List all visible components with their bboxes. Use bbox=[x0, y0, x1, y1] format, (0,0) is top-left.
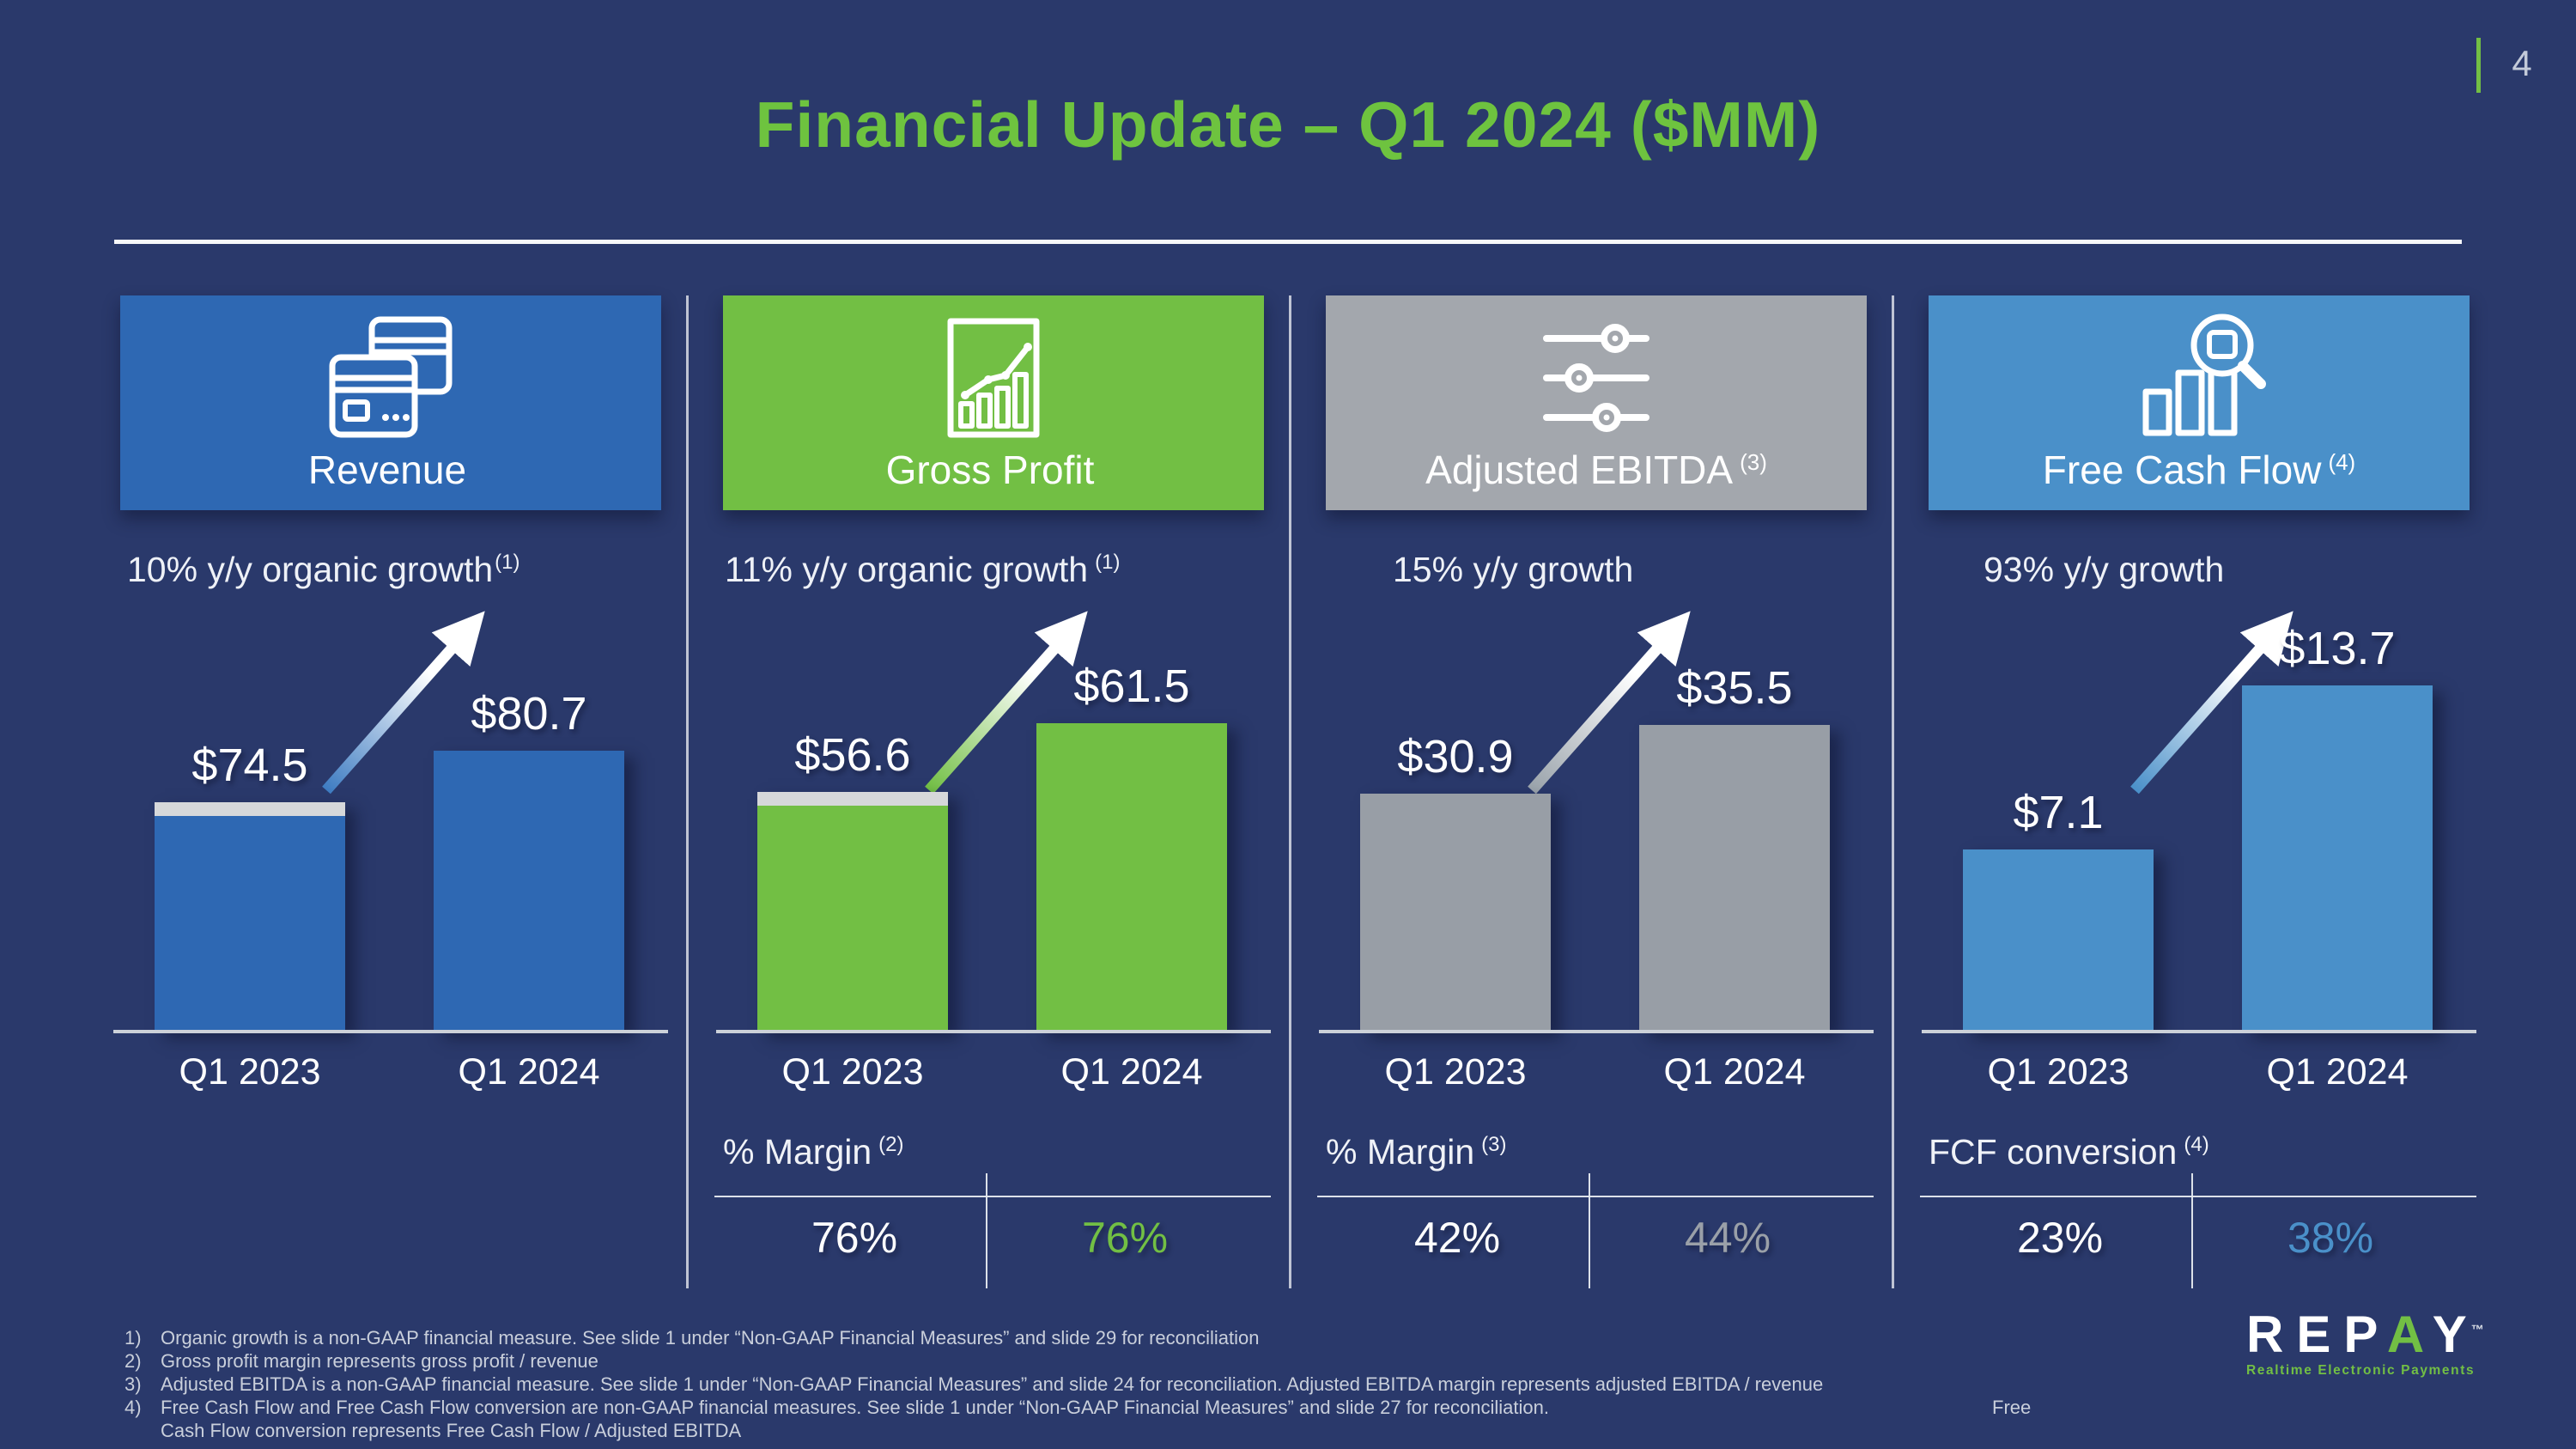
margin-value-q1-2023: 42% bbox=[1413, 1214, 1501, 1262]
bar-q1-2023 bbox=[1360, 794, 1551, 1032]
metric-title: Gross Profit bbox=[885, 447, 1095, 492]
margin-divider-vline bbox=[1589, 1173, 1590, 1288]
margin-label: % Margin (3) bbox=[1326, 1132, 1507, 1172]
repay-logo: REPAY™ Realtime Electronic Payments bbox=[2246, 1304, 2484, 1379]
credit-cards-icon bbox=[329, 316, 453, 438]
bar-value-q1-2024: $61.5 bbox=[1073, 661, 1190, 712]
margin-divider-vline bbox=[2191, 1173, 2193, 1288]
bar-value-q1-2024: $80.7 bbox=[471, 688, 587, 740]
axis-baseline bbox=[1319, 1030, 1874, 1033]
category-label: Q1 2023 bbox=[1384, 1051, 1527, 1093]
free-cash-flow-column: Free Cash Flow (4) 93% y/y growth $7.1 $1… bbox=[1920, 0, 2476, 1449]
footnote-2: 2) Gross profit margin represents gross … bbox=[125, 1350, 598, 1372]
footnote-4: 4) Free Cash Flow and Free Cash Flow con… bbox=[125, 1397, 2032, 1418]
slide-title: Financial Update – Q1 2024 ($MM) bbox=[755, 88, 1821, 161]
growth-annotation: 10% y/y organic growth(1) bbox=[127, 550, 520, 589]
growth-arrow-icon bbox=[1528, 611, 1691, 795]
bar-chart-trend-icon bbox=[947, 318, 1040, 438]
margin-label: % Margin (2) bbox=[723, 1132, 904, 1172]
adjusted-ebitda-header-card: Adjusted EBITDA (3) bbox=[1326, 295, 1867, 510]
category-label: Q1 2023 bbox=[1987, 1051, 2129, 1093]
column-divider bbox=[1892, 295, 1894, 1288]
growth-annotation: 93% y/y growth bbox=[1984, 550, 2225, 589]
gross-profit-column: Gross Profit 11% y/y organic growth (1) $… bbox=[714, 0, 1271, 1449]
margin-divider-vline bbox=[986, 1173, 987, 1288]
page-number: 4 bbox=[2512, 43, 2532, 83]
bar-q1-2024 bbox=[1036, 723, 1227, 1032]
footnote-3: 3) Adjusted EBITDA is a non-GAAP financi… bbox=[125, 1373, 1824, 1395]
repay-tagline: Realtime Electronic Payments bbox=[2246, 1363, 2476, 1378]
axis-baseline bbox=[716, 1030, 1271, 1033]
bar-value-q1-2023: $30.9 bbox=[1397, 731, 1514, 782]
metric-title: Adjusted EBITDA (3) bbox=[1425, 447, 1767, 492]
column-divider bbox=[1289, 295, 1291, 1288]
bar-value-q1-2023: $56.6 bbox=[794, 729, 911, 781]
growth-arrow-icon bbox=[925, 611, 1088, 795]
trademark-symbol: ™ bbox=[2470, 1323, 2484, 1337]
free-cash-flow-header-card: Free Cash Flow (4) bbox=[1929, 295, 2470, 510]
growth-arrow-icon bbox=[2130, 611, 2293, 795]
repay-wordmark: REPAY™ bbox=[2246, 1306, 2484, 1363]
page-number-accent-bar bbox=[2476, 38, 2481, 93]
category-label: Q1 2024 bbox=[1663, 1051, 1806, 1093]
bar-gray-cap bbox=[757, 792, 948, 806]
title-divider-line bbox=[114, 240, 2462, 244]
category-label: Q1 2024 bbox=[2266, 1051, 2409, 1093]
sliders-icon bbox=[1543, 324, 1649, 432]
metric-title: Revenue bbox=[307, 447, 467, 492]
category-label: Q1 2023 bbox=[781, 1051, 924, 1093]
adjusted-ebitda-column: Adjusted EBITDA (3) 15% y/y growth $30.9 … bbox=[1317, 0, 1874, 1449]
axis-baseline bbox=[1922, 1030, 2476, 1033]
margin-value-q1-2023: 23% bbox=[2016, 1214, 2104, 1262]
margin-divider-line bbox=[714, 1196, 1271, 1197]
category-label: Q1 2024 bbox=[1060, 1051, 1203, 1093]
revenue-header-card: Revenue bbox=[120, 295, 661, 510]
growth-annotation: 15% y/y growth bbox=[1393, 550, 1634, 589]
footnote-1: 1) Organic growth is a non-GAAP financia… bbox=[125, 1327, 1260, 1349]
footnote-4-continuation: Cash Flow conversion represents Free Cas… bbox=[161, 1420, 742, 1441]
bar-q1-2024 bbox=[434, 751, 624, 1032]
axis-baseline bbox=[113, 1030, 668, 1033]
bar-gray-cap bbox=[155, 802, 345, 816]
bar-value-q1-2023: $74.5 bbox=[191, 740, 308, 791]
margin-value-q1-2024: 76% bbox=[1081, 1214, 1169, 1262]
bar-q1-2023 bbox=[757, 792, 948, 1032]
bar-chart-magnifier-icon bbox=[2142, 314, 2266, 436]
footnote-4-overflow-word: Free bbox=[1992, 1397, 2032, 1418]
bar-q1-2023 bbox=[155, 802, 345, 1032]
margin-divider-line bbox=[1317, 1196, 1874, 1197]
gross-profit-header-card: Gross Profit bbox=[723, 295, 1264, 510]
bar-value-q1-2024: $13.7 bbox=[2279, 623, 2396, 674]
metric-title: Free Cash Flow (4) bbox=[2042, 447, 2356, 492]
bar-q1-2024 bbox=[1639, 725, 1830, 1032]
margin-value-q1-2023: 76% bbox=[811, 1214, 898, 1262]
category-label: Q1 2024 bbox=[458, 1051, 600, 1093]
bar-value-q1-2023: $7.1 bbox=[2013, 787, 2104, 838]
growth-arrow-icon bbox=[322, 611, 485, 795]
column-divider bbox=[686, 295, 689, 1288]
footnotes: 1) Organic growth is a non-GAAP financia… bbox=[125, 1326, 2211, 1442]
margin-value-q1-2024: 44% bbox=[1684, 1214, 1771, 1262]
revenue-column: Revenue 10% y/y organic growth(1) $74.5 … bbox=[113, 0, 668, 1449]
margin-divider-line bbox=[1920, 1196, 2476, 1197]
bar-q1-2024 bbox=[2242, 685, 2433, 1032]
bar-value-q1-2024: $35.5 bbox=[1676, 662, 1793, 714]
growth-annotation: 11% y/y organic growth (1) bbox=[725, 550, 1121, 589]
bar-q1-2023 bbox=[1963, 849, 2154, 1032]
margin-label: FCF conversion (4) bbox=[1929, 1132, 2209, 1172]
category-label: Q1 2023 bbox=[179, 1051, 321, 1093]
margin-value-q1-2024: 38% bbox=[2287, 1214, 2374, 1262]
